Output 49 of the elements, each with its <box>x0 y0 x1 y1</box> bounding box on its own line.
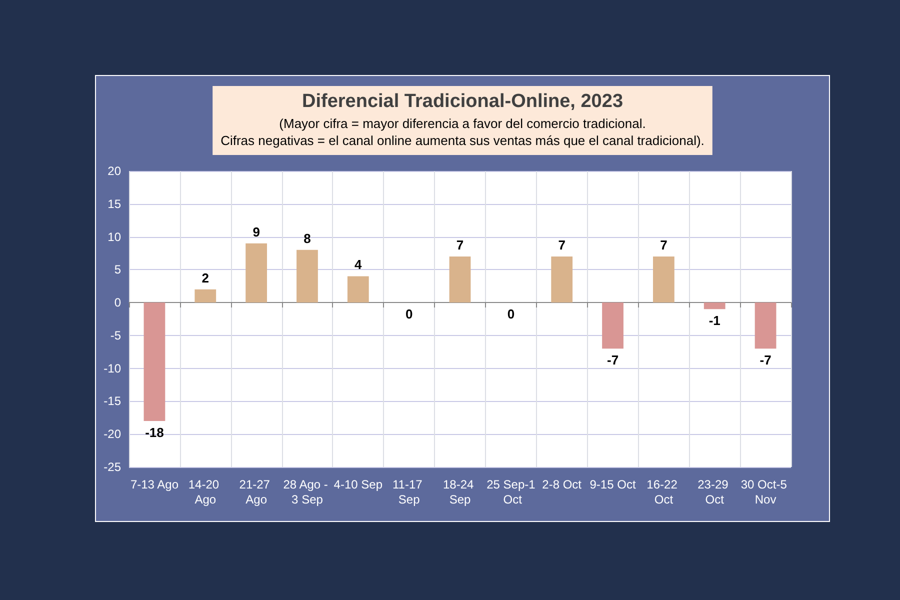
bar <box>704 302 726 310</box>
data-label: 7 <box>456 238 464 253</box>
chart-subtitle: (Mayor cifra = mayor diferencia a favor del comercio tradicional. Cifras negativas = el canal online aumenta sus ventas más que el canal tradicional). <box>220 116 704 148</box>
bar <box>144 302 166 421</box>
x-tick-label: 4-10 Sep <box>334 478 383 492</box>
x-tick-label: 21-27 Ago <box>239 478 274 506</box>
bar <box>551 256 573 303</box>
data-label: -18 <box>145 424 164 440</box>
x-tick-label: 23-29 Oct <box>698 478 732 506</box>
x-tick-label: 14-20 Ago <box>188 478 222 506</box>
y-tick-label: -20 <box>104 427 122 442</box>
bar <box>296 250 318 303</box>
chart-title: Diferencial Tradicional-Online, 2023 <box>302 91 624 112</box>
data-label: -7 <box>760 352 772 368</box>
y-tick-label: -10 <box>104 361 122 376</box>
x-tick-label: 11-17 Sep <box>392 478 426 506</box>
x-tick-label: 30 Oct-5 Nov <box>740 478 790 506</box>
x-tick-label: 2-8 Oct <box>542 478 582 492</box>
bar <box>449 256 471 303</box>
x-tick-label: 25 Sep-1 Oct <box>486 478 536 506</box>
data-label: 2 <box>202 270 209 286</box>
y-tick-label: -15 <box>104 394 122 408</box>
y-tick-label: 15 <box>108 196 122 211</box>
y-tick-label: 5 <box>114 262 122 277</box>
data-label: -1 <box>708 313 720 328</box>
bar <box>602 302 624 349</box>
x-tick-label: 7-13 Ago <box>130 478 179 492</box>
x-tick-label: 16-22 Oct <box>646 478 681 506</box>
y-tick-label: 10 <box>108 230 122 244</box>
y-tick-label: 0 <box>114 296 122 310</box>
y-tick-label: -5 <box>110 328 122 342</box>
data-label: 7 <box>660 238 668 253</box>
x-tick-label: 9-15 Oct <box>590 478 636 492</box>
bar <box>754 302 776 349</box>
data-label: 8 <box>304 230 311 246</box>
data-label: 9 <box>252 224 260 240</box>
y-tick-label: 20 <box>108 164 122 178</box>
data-label: 0 <box>405 306 413 322</box>
x-tick-label: 28 Ago - 3 Sep <box>283 478 332 506</box>
data-label: 4 <box>354 257 363 272</box>
x-tick-label: 18-24 Sep <box>442 478 478 506</box>
data-label: 0 <box>507 306 515 322</box>
bar <box>246 243 267 303</box>
y-tick-label: -25 <box>104 460 122 474</box>
bar <box>653 256 674 303</box>
data-label: 7 <box>558 238 566 253</box>
bar <box>194 289 216 303</box>
bar <box>347 276 369 303</box>
data-label: -7 <box>606 352 619 368</box>
